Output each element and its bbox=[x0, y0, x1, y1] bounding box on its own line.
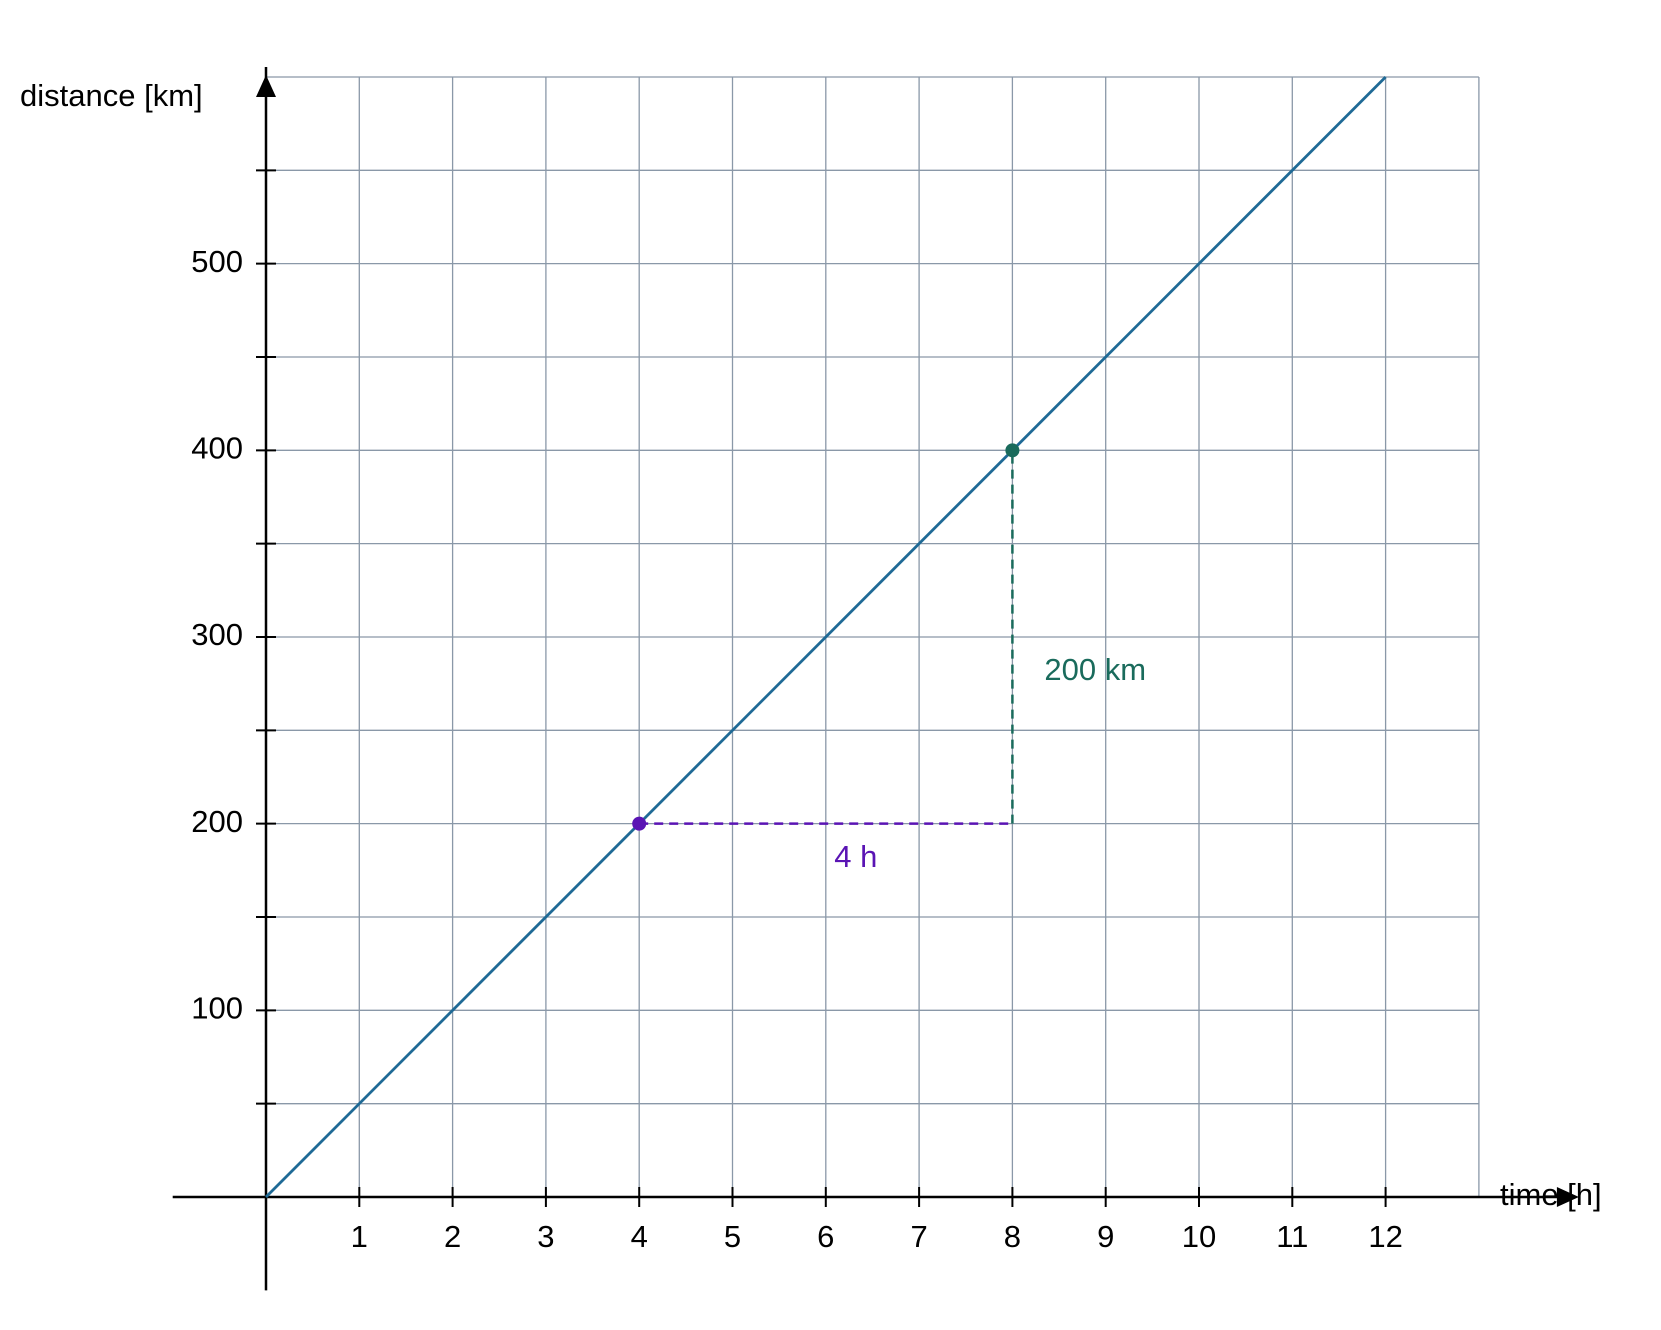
x-tick-label: 9 bbox=[1097, 1219, 1114, 1254]
point bbox=[632, 816, 647, 831]
y-tick-label: 100 bbox=[191, 991, 243, 1026]
x-axis-arrow bbox=[1556, 1187, 1579, 1207]
y-axis-label: distance [km] bbox=[20, 78, 203, 113]
x-tick-label: 6 bbox=[817, 1219, 834, 1254]
y-tick-label: 400 bbox=[191, 431, 243, 466]
x-tick-label: 12 bbox=[1368, 1219, 1402, 1254]
x-tick-label: 7 bbox=[910, 1219, 927, 1254]
annotation: 200 km bbox=[1044, 652, 1146, 687]
y-tick-label: 300 bbox=[191, 617, 243, 652]
x-tick-label: 8 bbox=[1004, 1219, 1021, 1254]
data-line bbox=[265, 75, 1387, 1198]
annotation: 4 h bbox=[834, 839, 877, 874]
x-tick-label: 3 bbox=[537, 1219, 554, 1254]
x-tick-label: 1 bbox=[351, 1219, 368, 1254]
y-axis-arrow bbox=[256, 74, 276, 97]
x-tick-label: 4 bbox=[631, 1219, 648, 1254]
x-tick-label: 2 bbox=[444, 1219, 461, 1254]
y-tick-label: 500 bbox=[191, 244, 243, 279]
x-tick-label: 10 bbox=[1182, 1219, 1216, 1254]
x-tick-label: 11 bbox=[1276, 1219, 1308, 1254]
x-tick-label: 5 bbox=[724, 1219, 741, 1254]
y-tick-label: 200 bbox=[191, 804, 243, 839]
x-axis-label: time [h] bbox=[1500, 1177, 1602, 1212]
point bbox=[1005, 443, 1020, 458]
